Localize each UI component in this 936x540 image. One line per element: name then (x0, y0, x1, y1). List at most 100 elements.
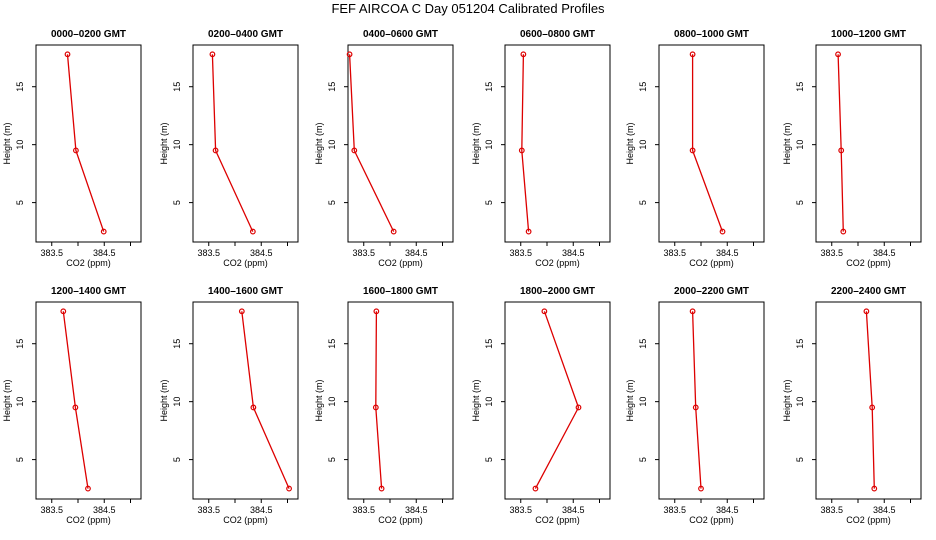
data-point (840, 228, 847, 235)
y-axis-label: Height (m) (159, 122, 169, 164)
x-tick-label: 383.5 (663, 248, 686, 258)
panel-11: 2000–2200 GMT 383.5 384.5 5 10 15 CO2 (ppm) Hei… (625, 286, 765, 525)
plot-frame (35, 301, 142, 500)
y-tick-label: 5 (484, 457, 494, 462)
plot-frame (504, 44, 611, 243)
data-point (249, 228, 256, 235)
y-axis-label: Height (m) (471, 122, 481, 164)
data-point (85, 485, 91, 492)
y-tick-label: 15 (172, 82, 182, 92)
data-point (100, 228, 107, 235)
y-tick-label: 5 (795, 200, 805, 205)
profile-line (348, 54, 395, 232)
data-point (689, 308, 696, 315)
x-tick-label: 384.5 (716, 248, 739, 258)
plot-frame (192, 44, 299, 243)
plot-frame (504, 301, 611, 500)
panel-title: 2000–2200 GMT (674, 286, 749, 297)
x-tick-label: 383.5 (197, 505, 220, 515)
data-point (863, 308, 870, 315)
x-tick-label: 383.5 (40, 248, 63, 258)
plot-frame (658, 301, 765, 500)
y-axis-label: Height (m) (314, 379, 324, 421)
x-axis-label: CO2 (ppm) (535, 258, 580, 268)
x-axis-label: CO2 (ppm) (378, 258, 423, 268)
x-tick-label: 384.5 (873, 505, 896, 515)
y-tick-label: 15 (15, 82, 25, 92)
plot-frame (815, 301, 922, 500)
x-axis-label: CO2 (ppm) (223, 258, 268, 268)
x-axis-label: CO2 (ppm) (223, 515, 268, 525)
plot-frame (35, 44, 142, 243)
x-tick-label: 383.5 (352, 505, 375, 515)
panel-12: 2200–2400 GMT 383.5 384.5 5 10 15 CO2 (ppm) Hei… (782, 286, 922, 525)
y-tick-label: 5 (638, 457, 648, 462)
plot-frame (815, 44, 922, 243)
data-point (520, 51, 527, 58)
x-tick-label: 383.5 (40, 505, 63, 515)
profile-line (521, 54, 530, 232)
y-tick-label: 10 (327, 140, 337, 150)
x-axis-label: CO2 (ppm) (689, 515, 734, 525)
y-axis-label: Height (m) (2, 122, 12, 164)
y-tick-label: 10 (484, 140, 494, 150)
panel-title: 0800–1000 GMT (674, 29, 749, 40)
y-tick-label: 15 (484, 339, 494, 349)
data-point (838, 147, 845, 154)
data-point (698, 485, 704, 492)
profile-line (691, 311, 702, 489)
y-axis-label: Height (m) (782, 122, 792, 164)
x-tick-label: 384.5 (250, 505, 273, 515)
y-tick-label: 10 (15, 140, 25, 150)
profile-line (837, 54, 844, 232)
y-tick-label: 5 (795, 457, 805, 462)
y-axis-label: Height (m) (314, 122, 324, 164)
data-point (689, 147, 696, 154)
x-axis-label: CO2 (ppm) (535, 515, 580, 525)
y-tick-label: 5 (15, 200, 25, 205)
panel-title: 1600–1800 GMT (363, 286, 438, 297)
panel-title: 0000–0200 GMT (51, 29, 126, 40)
data-point (209, 51, 216, 58)
data-point (689, 51, 696, 58)
data-point (286, 485, 292, 492)
data-point (60, 308, 67, 315)
data-point (351, 147, 358, 154)
panel-title: 1000–1200 GMT (831, 29, 906, 40)
x-tick-label: 384.5 (716, 505, 739, 515)
data-point (372, 404, 379, 411)
panel-4: 0600–0800 GMT 383.5 384.5 5 10 15 CO2 (ppm) Hei… (471, 29, 611, 268)
y-tick-label: 15 (795, 339, 805, 349)
y-tick-label: 5 (172, 200, 182, 205)
y-axis-label: Height (m) (159, 379, 169, 421)
x-axis-label: CO2 (ppm) (66, 515, 111, 525)
y-axis-label: Height (m) (2, 379, 12, 421)
x-axis-label: CO2 (ppm) (689, 258, 734, 268)
y-tick-label: 15 (327, 339, 337, 349)
y-tick-label: 10 (172, 397, 182, 407)
panel-8: 1400–1600 GMT 383.5 384.5 5 10 15 CO2 (ppm) Hei… (159, 286, 299, 525)
y-tick-label: 5 (484, 200, 494, 205)
y-axis-label: Height (m) (471, 379, 481, 421)
data-point (72, 147, 79, 154)
x-axis-label: CO2 (ppm) (846, 515, 891, 525)
plot-frame (347, 301, 454, 500)
plot-frame (192, 301, 299, 500)
data-point (64, 51, 71, 58)
y-tick-label: 10 (638, 397, 648, 407)
profile-line (534, 311, 580, 489)
data-point (72, 404, 79, 411)
x-tick-label: 384.5 (562, 248, 585, 258)
panel-title: 0200–0400 GMT (208, 29, 283, 40)
data-point (541, 308, 548, 315)
data-point (250, 404, 257, 411)
data-point (871, 485, 878, 492)
data-point (719, 228, 726, 235)
data-point (835, 51, 841, 58)
panel-7: 1200–1400 GMT 383.5 384.5 5 10 15 CO2 (ppm) Hei… (2, 286, 142, 525)
panel-title: 0600–0800 GMT (520, 29, 595, 40)
y-tick-label: 5 (15, 457, 25, 462)
profile-line (865, 311, 875, 489)
y-tick-label: 10 (795, 397, 805, 407)
